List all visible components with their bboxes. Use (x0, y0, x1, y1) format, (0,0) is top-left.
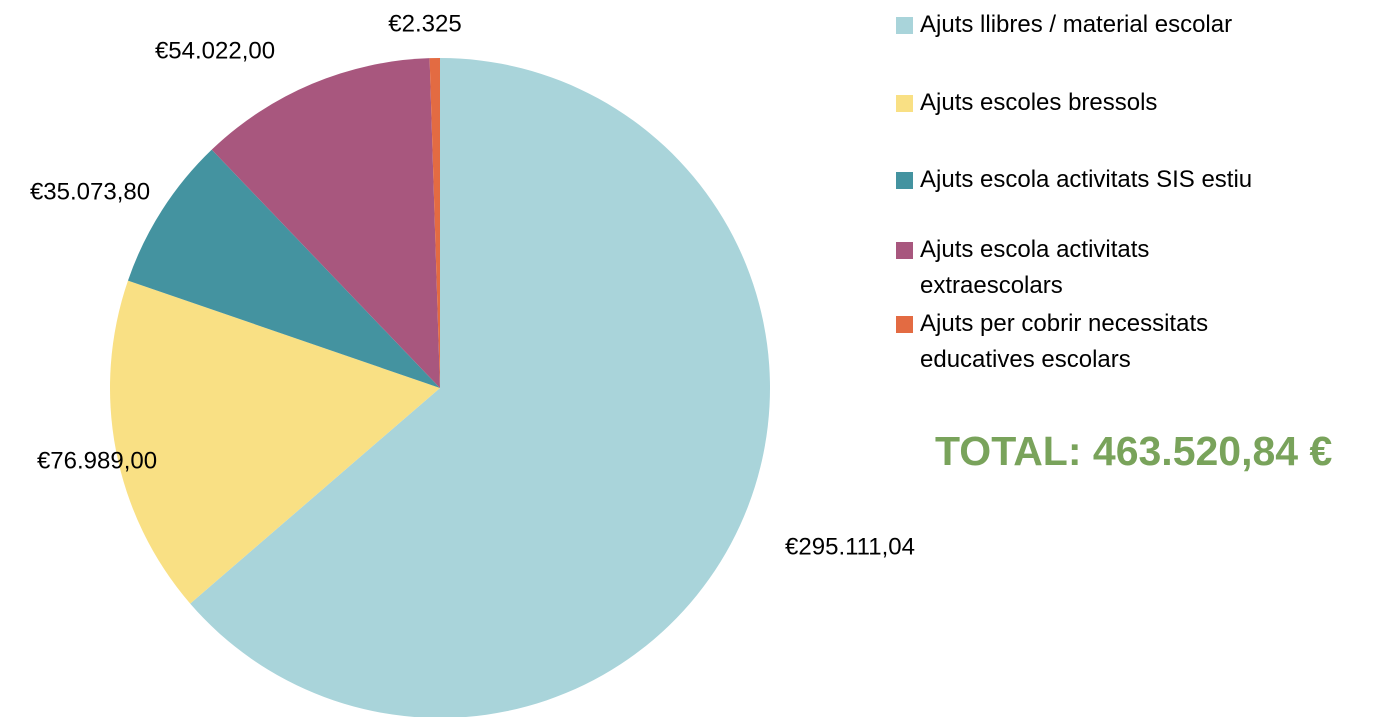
legend-label: Ajuts escoles bressols (920, 89, 1158, 116)
legend-swatch (896, 242, 913, 259)
legend-swatch (896, 316, 913, 333)
pie-slice (429, 58, 440, 388)
pie-slice (211, 58, 440, 388)
legend-label: Ajuts per cobrir necessitats educatives … (920, 310, 1209, 373)
pie-slice (127, 149, 440, 388)
legend-item: Ajuts per cobrir necessitats educatives … (896, 306, 1296, 378)
data-label: €295.111,04 (785, 533, 915, 560)
data-label: €35.073,80 (30, 178, 150, 205)
legend-label: Ajuts escola activitats extraescolars (920, 236, 1150, 299)
legend-item: Ajuts llibres / material escolar (896, 7, 1296, 43)
pie-slice (190, 58, 770, 717)
legend-item: Ajuts escola activitats extraescolars (896, 232, 1296, 304)
data-label: €2.325 (388, 10, 461, 37)
pie-slice (110, 280, 440, 604)
total-annotation: TOTAL: 463.520,84 € (935, 428, 1333, 474)
legend-swatch (896, 17, 913, 34)
legend-label: Ajuts escola activitats SIS estiu (920, 166, 1253, 193)
legend-swatch (896, 172, 913, 189)
legend-item: Ajuts escola activitats SIS estiu (896, 162, 1296, 198)
data-label: €54.022,00 (155, 37, 275, 64)
legend-item: Ajuts escoles bressols (896, 85, 1296, 121)
legend-label: Ajuts llibres / material escolar (920, 11, 1233, 38)
data-label: €76.989,00 (37, 447, 157, 474)
legend-swatch (896, 95, 913, 112)
